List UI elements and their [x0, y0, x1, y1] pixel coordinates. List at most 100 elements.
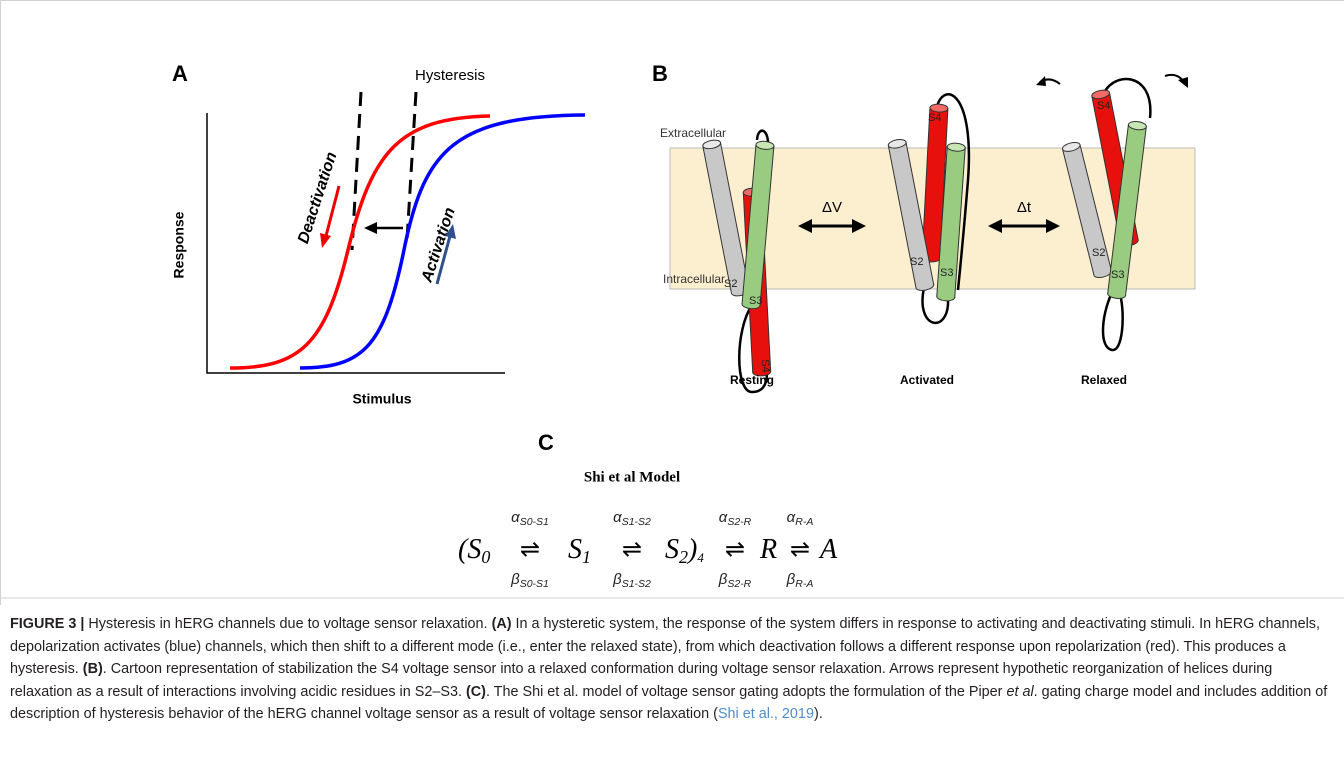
reversible-arrow: ⇌	[520, 535, 540, 563]
helix-label: S3	[749, 295, 762, 307]
helix-label: S4	[1097, 100, 1110, 112]
species: S2)4	[665, 534, 704, 567]
deactivation-label: Deactivation	[295, 150, 341, 246]
dashed-line	[405, 91, 418, 241]
helix	[741, 140, 775, 310]
helix-top	[887, 139, 907, 149]
helix-top	[946, 142, 966, 152]
caption-text: Hysteresis in hERG channels due to volta…	[84, 616, 492, 632]
forward-rate: αS2-R	[719, 509, 752, 528]
species-subscript: 1	[582, 547, 591, 567]
citation-link[interactable]: Shi et al., 2019	[717, 706, 814, 723]
forward-rate: αS1-S2	[613, 509, 651, 528]
species: R	[759, 534, 777, 565]
arrow-head	[320, 233, 331, 248]
helix-label: S2	[1092, 247, 1105, 259]
helix-edge-cover	[937, 294, 955, 299]
helix	[1061, 141, 1113, 279]
reversible-arrow: ⇌	[725, 535, 745, 563]
helix	[1107, 121, 1147, 299]
panel-label: B	[652, 61, 668, 86]
forward-rate: αR-A	[787, 509, 814, 528]
rate-symbol: β	[612, 571, 622, 588]
y-axis-label: Response	[171, 211, 187, 278]
caption-text: In a hysteretic system, the response of …	[10, 616, 1320, 678]
arrow-head	[1036, 76, 1046, 86]
panel-label: A	[172, 61, 188, 86]
species-symbol: A	[818, 534, 838, 565]
helix-label: S4	[928, 112, 941, 124]
rate-subscript: S0-S1	[520, 578, 549, 590]
x-axis-label: Stimulus	[352, 391, 411, 407]
caption-text: (A)	[491, 616, 512, 632]
species-symbol: S	[665, 534, 679, 565]
helix-label: S3	[1111, 269, 1124, 281]
group-close: )	[686, 534, 697, 565]
figure-caption: FIGURE 3 | Hysteresis in hERG channels d…	[10, 613, 1336, 726]
caption-text: FIGURE 3 |	[10, 616, 85, 632]
helix	[887, 139, 935, 291]
helix-top	[1127, 121, 1147, 131]
caption-text: (B)	[82, 661, 103, 678]
helix-edge-cover	[742, 301, 760, 307]
forward-rate: αS0-S1	[511, 509, 549, 528]
backward-rate: βR-A	[786, 571, 814, 590]
rate-subscript: R-A	[795, 516, 813, 528]
arrow-head	[445, 224, 456, 239]
species: S1	[568, 534, 591, 567]
axes	[206, 113, 505, 374]
backward-rate: βS1-S2	[612, 571, 651, 590]
arrow-head	[798, 219, 866, 233]
caption-text: . The Shi et al. model of voltage sensor…	[485, 683, 1007, 700]
helix-top	[1091, 89, 1111, 100]
state-label: Resting	[730, 373, 774, 387]
loop	[921, 287, 950, 325]
helix-label: S2	[910, 256, 923, 268]
loop	[1101, 289, 1124, 352]
caption-text: . gating charge model and includes addit…	[10, 683, 1328, 723]
backward-rate: βS2-R	[718, 571, 752, 590]
rate-symbol: α	[613, 509, 622, 526]
caption-text: ).	[813, 706, 823, 723]
helix-label: S3	[940, 267, 953, 279]
rate-subscript: S1-S2	[622, 578, 651, 590]
helix-edge-cover	[916, 282, 934, 289]
arrow-head	[1178, 77, 1188, 88]
arrow-head	[364, 222, 377, 234]
reversible-arrow: ⇌	[790, 535, 810, 563]
species: A	[818, 534, 838, 565]
helix-label: S2	[724, 278, 737, 290]
hysteresis-label: Hysteresis	[415, 67, 485, 84]
deactivation-curve	[229, 114, 491, 370]
extracellular-label: Extracellular	[660, 126, 726, 140]
helix-label: S4	[759, 359, 772, 373]
helix-top	[929, 103, 949, 113]
helices	[702, 77, 1152, 394]
rate-subscript: S2-R	[727, 516, 751, 528]
backward-rate: βS0-S1	[510, 571, 549, 590]
activation-arrow	[435, 235, 452, 285]
rate-symbol: α	[787, 509, 796, 526]
dashed-line	[350, 91, 363, 251]
figure-frame	[0, 0, 1344, 605]
loop	[934, 93, 971, 291]
figure: A Hysteresis Deactivation Activation Res…	[0, 0, 1344, 605]
rate-subscript: S1-S2	[622, 516, 651, 528]
species-symbol: S	[568, 534, 582, 565]
helix-top	[702, 139, 722, 150]
panel-a: A Hysteresis Deactivation Activation Res…	[171, 61, 586, 407]
reversible-arrow: ⇌	[622, 535, 642, 563]
rate-subscript: R-A	[795, 578, 813, 590]
caption-text: . Cartoon representation of stabilizatio…	[10, 661, 1273, 700]
species-subscript: 0	[481, 547, 490, 567]
helix-edge-cover	[1108, 291, 1126, 297]
helix-top	[1061, 141, 1081, 152]
helix-edge-cover	[1094, 269, 1112, 277]
activation-curve	[299, 113, 586, 370]
model-title: Shi et al Model	[584, 469, 680, 485]
rate-symbol: α	[511, 509, 520, 526]
rate-subscript: S0-S1	[520, 516, 549, 528]
panel-b: B Extracellular Intracellular ΔV Δt S2 S…	[652, 61, 1196, 394]
species-symbol: (S	[458, 534, 481, 565]
